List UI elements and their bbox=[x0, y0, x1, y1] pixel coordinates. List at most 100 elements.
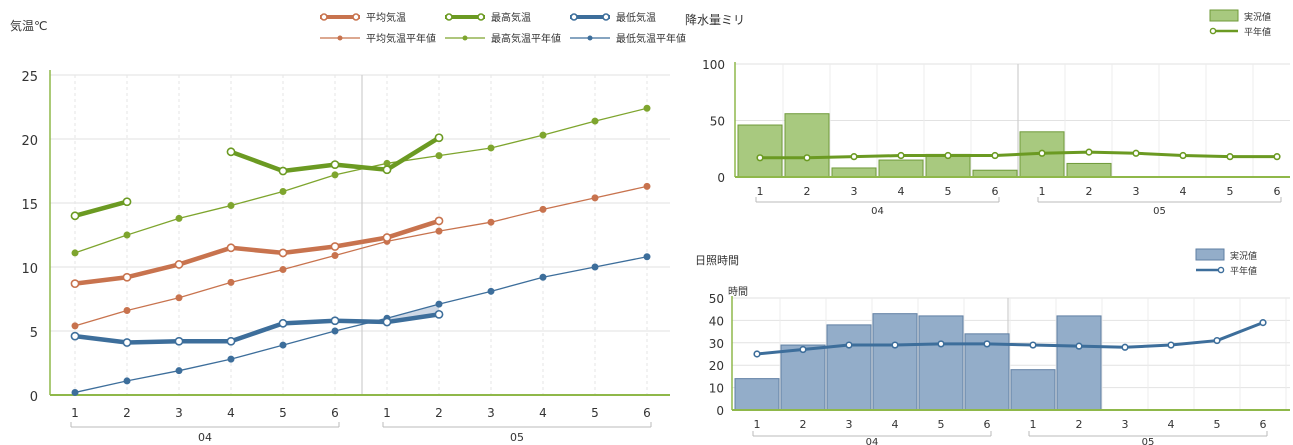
legend-swatch-bar bbox=[1209, 9, 1239, 22]
legend-label-5: 最低気温平年値 bbox=[616, 32, 686, 45]
normal-marker-point-11 bbox=[1259, 319, 1267, 327]
normal-marker-point-8 bbox=[1132, 149, 1140, 157]
y-tick-label: 15 bbox=[21, 198, 38, 213]
series-marker-point-2 bbox=[174, 336, 184, 346]
y-tick-label: 0 bbox=[717, 171, 725, 185]
series-marker-point-3 bbox=[226, 243, 236, 253]
series-marker-point-4 bbox=[279, 187, 287, 195]
group-label-0: 04 bbox=[198, 431, 212, 444]
x-tick-label: 2 bbox=[435, 406, 443, 420]
legend-label-bar: 実況値 bbox=[1230, 250, 1257, 262]
y-tick-label: 0 bbox=[30, 390, 38, 405]
x-tick-label: 1 bbox=[757, 185, 764, 198]
legend-label-3: 平均気温平年値 bbox=[366, 32, 436, 45]
x-tick-label: 4 bbox=[1168, 418, 1175, 431]
legend-marker-3 bbox=[337, 35, 343, 41]
legend-label-2: 最低気温 bbox=[616, 11, 656, 24]
chart-title: 日照時間 bbox=[695, 254, 739, 267]
y-tick-label: 50 bbox=[709, 292, 724, 306]
y-tick-label: 5 bbox=[30, 326, 38, 341]
normal-marker-point-2 bbox=[850, 153, 858, 161]
normal-marker-point-3 bbox=[891, 341, 899, 349]
x-tick-label: 3 bbox=[1122, 418, 1129, 431]
x-tick-label: 6 bbox=[1260, 418, 1267, 431]
normal-line bbox=[758, 150, 1279, 160]
bar-6 bbox=[1010, 369, 1056, 411]
series-marker-point-1 bbox=[123, 377, 131, 385]
series-marker-point-3 bbox=[227, 355, 235, 363]
legend-label-0: 平均気温 bbox=[366, 11, 406, 24]
x-tick-label: 5 bbox=[1227, 185, 1234, 198]
series-marker-point-6 bbox=[382, 317, 392, 327]
normal-marker-point-4 bbox=[944, 151, 952, 160]
legend-marker-2 bbox=[570, 13, 578, 21]
x-tick-label: 2 bbox=[123, 406, 131, 420]
bar-4 bbox=[918, 315, 964, 411]
y-tick-label: 10 bbox=[709, 382, 724, 396]
series-line bbox=[74, 185, 648, 327]
series-marker-point-3 bbox=[227, 278, 235, 286]
legend-marker-2 bbox=[602, 13, 610, 21]
series-marker-point-5 bbox=[331, 251, 339, 259]
normal-marker-point-1 bbox=[803, 154, 811, 162]
normal-marker-point-9 bbox=[1167, 341, 1175, 349]
x-tick-label: 5 bbox=[591, 406, 599, 420]
bar-5 bbox=[972, 169, 1018, 178]
group-label-0: 04 bbox=[866, 437, 879, 445]
legend-label-4: 最高気温平年値 bbox=[491, 32, 561, 45]
y-tick-label: 50 bbox=[710, 115, 725, 129]
x-tick-label: 5 bbox=[279, 406, 287, 420]
y-tick-label: 20 bbox=[21, 134, 38, 149]
group-label-1: 05 bbox=[1142, 437, 1155, 445]
x-tick-label: 6 bbox=[643, 406, 651, 420]
x-tick-label: 1 bbox=[754, 418, 761, 431]
series-marker-point-1 bbox=[122, 197, 132, 207]
group-label-1: 05 bbox=[510, 431, 524, 444]
legend-label-1: 最高気温 bbox=[491, 11, 531, 24]
min-temp-diff-area bbox=[387, 304, 439, 323]
bar-0 bbox=[737, 124, 783, 178]
series-marker-point-4 bbox=[279, 266, 287, 274]
legend-swatch-bar bbox=[1195, 248, 1225, 261]
y-tick-label: 40 bbox=[709, 314, 724, 328]
series-line bbox=[72, 218, 442, 286]
legend-marker-1 bbox=[477, 13, 485, 21]
bar-1 bbox=[780, 344, 826, 411]
y-tick-label: 100 bbox=[702, 58, 725, 72]
x-tick-label: 3 bbox=[1133, 185, 1140, 198]
x-tick-label: 3 bbox=[487, 406, 495, 420]
series-marker-point-5 bbox=[330, 316, 340, 326]
series-marker-point-5 bbox=[331, 327, 339, 335]
normal-marker-point-5 bbox=[991, 151, 999, 160]
x-tick-label: 4 bbox=[539, 406, 547, 420]
x-tick-label: 3 bbox=[851, 185, 858, 198]
series-marker-point-0 bbox=[70, 279, 80, 289]
series-marker-point-2 bbox=[174, 260, 184, 269]
bar-7 bbox=[1056, 315, 1102, 411]
legend-label-line: 平年値 bbox=[1230, 265, 1257, 277]
x-tick-label: 5 bbox=[945, 185, 952, 198]
x-tick-label: 3 bbox=[846, 418, 853, 431]
series-marker-point-9 bbox=[539, 273, 547, 281]
normal-marker-point-4 bbox=[937, 340, 945, 348]
normal-marker-point-1 bbox=[799, 345, 807, 354]
series-marker-point-10 bbox=[591, 117, 599, 125]
normal-marker-point-9 bbox=[1179, 151, 1187, 160]
series-marker-point-2 bbox=[175, 294, 183, 302]
x-tick-label: 1 bbox=[71, 406, 79, 420]
normal-marker-point-7 bbox=[1075, 342, 1083, 350]
series-line bbox=[74, 256, 648, 394]
legend-marker-1 bbox=[445, 13, 453, 21]
series-marker-point-10 bbox=[591, 263, 599, 271]
x-tick-label: 5 bbox=[1214, 418, 1221, 431]
series-marker-point-5 bbox=[331, 171, 339, 179]
series-marker-point-4 bbox=[279, 341, 287, 349]
legend-label-bar: 実況値 bbox=[1244, 11, 1271, 23]
normal-marker-point-6 bbox=[1038, 149, 1046, 157]
bar-7 bbox=[1066, 162, 1112, 178]
series-marker-point-2 bbox=[175, 214, 183, 222]
series-marker-point-4 bbox=[278, 248, 288, 258]
series-marker-point-11 bbox=[643, 253, 651, 261]
legend-marker-0 bbox=[352, 13, 360, 21]
x-tick-label: 4 bbox=[892, 418, 899, 431]
